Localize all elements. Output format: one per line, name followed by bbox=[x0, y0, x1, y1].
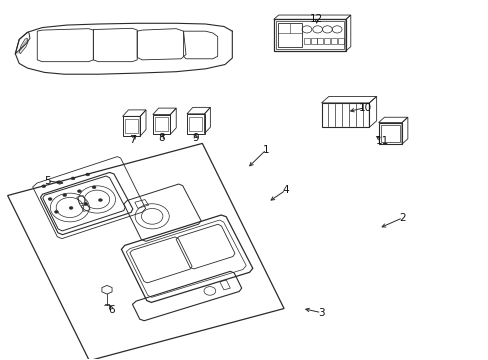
Text: 2: 2 bbox=[399, 213, 406, 222]
Circle shape bbox=[77, 190, 81, 193]
Text: 11: 11 bbox=[375, 136, 388, 145]
Text: 12: 12 bbox=[309, 14, 323, 24]
Circle shape bbox=[62, 194, 66, 197]
Text: 1: 1 bbox=[263, 144, 269, 154]
Circle shape bbox=[48, 198, 52, 201]
Circle shape bbox=[92, 186, 96, 189]
Circle shape bbox=[85, 173, 89, 176]
Circle shape bbox=[41, 185, 45, 188]
Text: 9: 9 bbox=[192, 133, 199, 143]
Text: 10: 10 bbox=[358, 103, 371, 113]
Circle shape bbox=[83, 203, 87, 206]
Text: 5: 5 bbox=[43, 176, 50, 186]
Text: 3: 3 bbox=[318, 308, 324, 318]
Text: 7: 7 bbox=[129, 135, 135, 145]
Text: 6: 6 bbox=[108, 305, 115, 315]
Circle shape bbox=[71, 177, 75, 180]
Text: 8: 8 bbox=[158, 133, 164, 143]
Circle shape bbox=[54, 210, 58, 213]
Circle shape bbox=[69, 207, 73, 210]
Circle shape bbox=[98, 199, 102, 202]
Circle shape bbox=[56, 181, 60, 184]
Text: 4: 4 bbox=[282, 185, 289, 195]
